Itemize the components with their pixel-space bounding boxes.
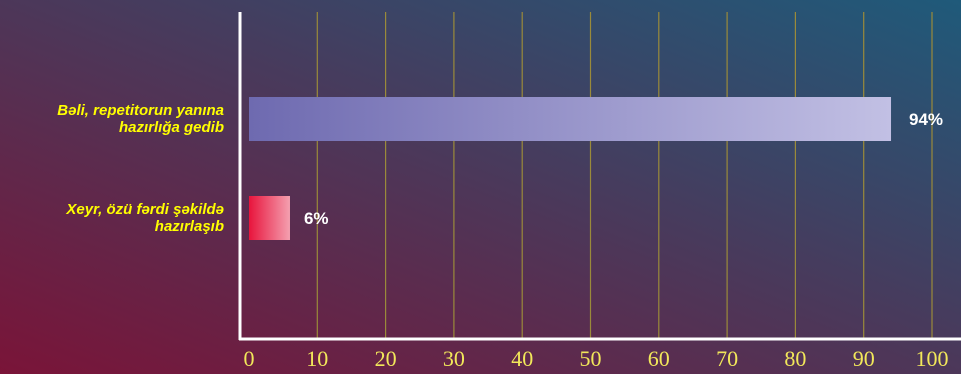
value-labels: 94% 6% (304, 110, 943, 228)
category-labels: Bəli, repetitorun yanına hazırlığa gedib X… (57, 102, 224, 235)
category-label-line: Xeyr, özü fərdi şəkildə (65, 201, 224, 218)
x-tick-label: 50 (580, 346, 602, 371)
bar (249, 196, 290, 240)
x-tick-label: 40 (511, 346, 533, 371)
x-tick-label: 100 (916, 346, 949, 371)
x-tick-labels: 0 10 20 30 40 50 60 70 80 90 100 (244, 346, 949, 371)
category-label-line: hazırlaşıb (155, 218, 224, 235)
x-tick-label: 30 (443, 346, 465, 371)
x-tick-label: 0 (244, 346, 255, 371)
x-tick-label: 80 (784, 346, 806, 371)
x-tick-label: 60 (648, 346, 670, 371)
bar (249, 97, 892, 141)
x-tick-label: 10 (306, 346, 328, 371)
value-label: 94% (909, 110, 943, 129)
category-label: Xeyr, özü fərdi şəkildə hazırlaşıb (65, 201, 224, 235)
x-tick-label: 90 (853, 346, 875, 371)
gridlines (316, 12, 933, 339)
x-tick-label: 20 (375, 346, 397, 371)
category-label-line: hazırlığa gedib (119, 119, 224, 136)
bars (249, 97, 892, 240)
category-label-line: Bəli, repetitorun yanına (57, 102, 224, 119)
axes (238, 12, 961, 341)
value-label: 6% (304, 209, 329, 228)
category-label: Bəli, repetitorun yanına hazırlığa gedib (57, 102, 224, 136)
x-tick-label: 70 (716, 346, 738, 371)
